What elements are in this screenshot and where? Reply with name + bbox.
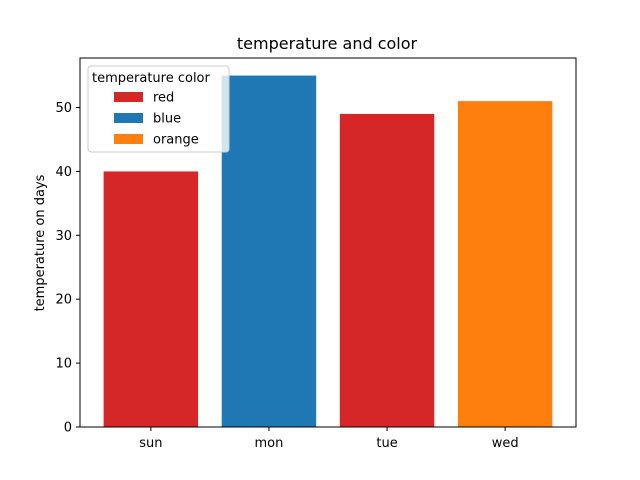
chart-title: temperature and color — [237, 34, 418, 53]
x-ticks-layer: sun mon tue wed — [139, 427, 519, 451]
y-tick-label: 50 — [55, 101, 72, 116]
bars-layer — [103, 75, 553, 428]
plot-area-frame — [79, 57, 577, 428]
bar-wed — [457, 101, 553, 427]
bar-sun — [103, 171, 199, 427]
legend-label-blue: blue — [153, 112, 181, 127]
legend-label-red: red — [153, 91, 174, 106]
legend-label-orange: orange — [153, 133, 199, 148]
y-tick-label: 30 — [55, 229, 72, 244]
legend-entries: red blue orange — [114, 91, 199, 148]
y-axis-label: temperature on days — [33, 174, 48, 311]
legend-swatch-orange — [114, 134, 143, 144]
x-tick-label-sun: sun — [139, 436, 162, 451]
y-tick-label: 10 — [55, 357, 72, 372]
legend-swatch-red — [114, 92, 143, 102]
y-tick-label: 40 — [55, 165, 72, 180]
bar-tue — [339, 113, 435, 427]
x-tick-label-tue: tue — [376, 436, 397, 451]
legend-swatch-blue — [114, 113, 143, 123]
x-tick-label-mon: mon — [255, 436, 284, 451]
y-ticks-layer: 0 10 20 30 40 50 — [55, 101, 80, 436]
y-tick-label: 20 — [55, 293, 72, 308]
legend: temperature color red blue orange — [87, 65, 230, 153]
x-tick-label-wed: wed — [492, 436, 519, 451]
bar-mon — [221, 75, 317, 428]
legend-box — [87, 65, 230, 153]
y-tick-label: 0 — [64, 421, 72, 436]
legend-title: temperature color — [92, 71, 211, 86]
